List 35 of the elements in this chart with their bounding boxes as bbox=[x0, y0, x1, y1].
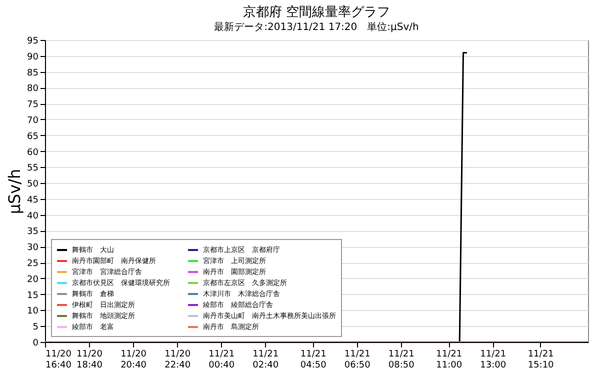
chart-subtitle: 最新データ:2013/11/21 17:20 単位:μSv/h bbox=[214, 21, 419, 33]
x-tick-label: 11/21 13:00 bbox=[480, 350, 506, 370]
y-tick-label: 30 bbox=[27, 243, 39, 254]
y-tick-label: 15 bbox=[27, 290, 38, 301]
y-tick-label: 50 bbox=[27, 180, 39, 190]
y-tick-label: 35 bbox=[27, 227, 38, 238]
y-axis-title: μSv/h bbox=[5, 168, 24, 214]
y-tick-label: 75 bbox=[27, 100, 38, 110]
x-tick-label: 11/21 00:40 bbox=[208, 350, 235, 370]
x-tick-label: 11/21 02:40 bbox=[252, 350, 279, 370]
y-tick-label: 60 bbox=[27, 148, 39, 158]
y-tick-label: 95 bbox=[27, 36, 38, 46]
x-tick-label: 11/21 15:10 bbox=[528, 350, 554, 370]
y-tick-label: 40 bbox=[27, 211, 39, 222]
y-tick-label: 80 bbox=[27, 84, 39, 94]
chart-title: 京都府 空間線量率グラフ bbox=[242, 4, 390, 20]
y-tick-label: 45 bbox=[27, 195, 38, 206]
x-tick-label: 11/20 22:40 bbox=[164, 350, 191, 370]
x-tick-label: 11/21 06:50 bbox=[344, 350, 371, 370]
y-tick-label: 70 bbox=[27, 116, 39, 126]
y-tick-label: 85 bbox=[27, 68, 38, 78]
x-tick-label: 11/21 11:00 bbox=[436, 350, 462, 370]
y-tick-label: 20 bbox=[27, 274, 39, 285]
y-tick-label: 0 bbox=[32, 338, 39, 348]
x-tick-label: 11/21 04:50 bbox=[300, 350, 327, 370]
x-tick-label: 11/20 18:40 bbox=[76, 350, 103, 370]
y-tick-label: 90 bbox=[27, 52, 39, 62]
x-tick-label: 11/20 20:40 bbox=[120, 350, 147, 370]
y-tick-label: 5 bbox=[32, 322, 38, 333]
x-tick-label: 11/20 16:40 bbox=[46, 350, 72, 370]
y-tick-label: 65 bbox=[27, 132, 38, 142]
y-tick-label: 25 bbox=[27, 259, 38, 270]
y-tick-label: 55 bbox=[27, 164, 38, 174]
y-tick-label: 10 bbox=[27, 306, 39, 317]
x-tick-label: 11/21 08:50 bbox=[388, 350, 415, 370]
